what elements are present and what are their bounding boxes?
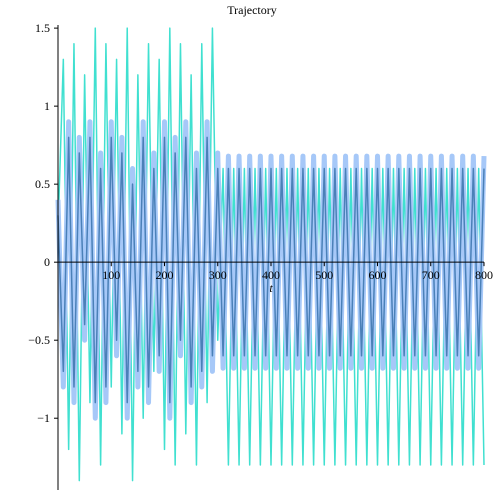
y-tick-label: 1: [44, 99, 50, 113]
y-tick-label: −0.5: [28, 333, 50, 347]
x-tick-label: 700: [422, 268, 440, 282]
x-tick-label: 600: [369, 268, 387, 282]
chart-title: Trajectory: [227, 3, 277, 17]
y-tick-label: −1: [37, 411, 50, 425]
x-tick-label: 400: [262, 268, 280, 282]
y-tick-label: 1.5: [35, 21, 50, 35]
x-tick-label: 800: [475, 268, 493, 282]
x-tick-label: 200: [156, 268, 174, 282]
x-tick-label: 300: [209, 268, 227, 282]
x-tick-label: 500: [315, 268, 333, 282]
y-tick-label: 0.5: [35, 177, 50, 191]
y-tick-label: 0: [44, 255, 50, 269]
trajectory-line: [57, 136, 485, 404]
x-tick-label: 100: [102, 268, 120, 282]
x-axis-label: t: [269, 281, 273, 295]
